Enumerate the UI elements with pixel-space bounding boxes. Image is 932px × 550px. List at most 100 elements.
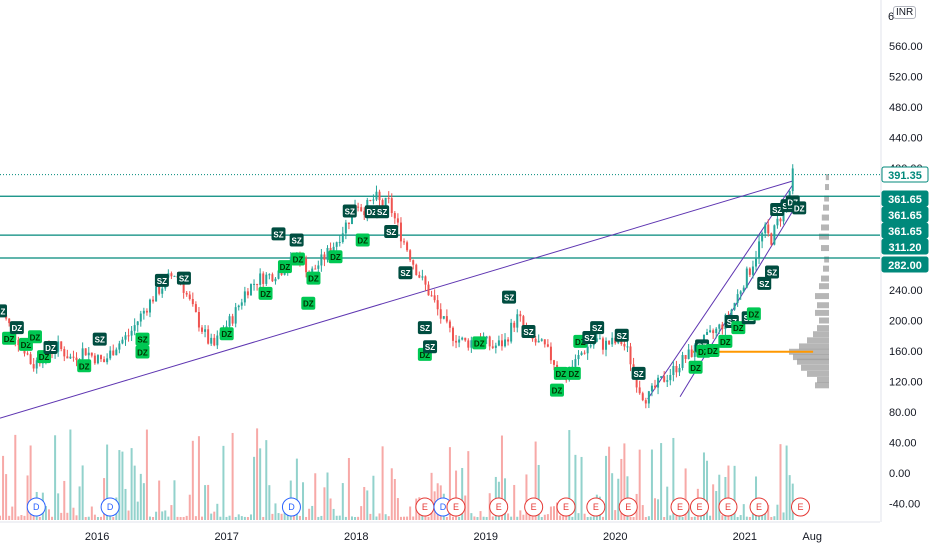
candle-body xyxy=(240,302,243,306)
earnings-event-label: E xyxy=(797,502,803,512)
volume-bar xyxy=(142,483,145,520)
volume-bar xyxy=(259,448,262,520)
volume-bar xyxy=(302,482,305,520)
candle-body xyxy=(776,218,779,226)
volume-bar xyxy=(320,515,323,520)
earnings-event-circle[interactable] xyxy=(670,497,690,517)
zone-marker-box xyxy=(688,360,703,374)
volume-bar xyxy=(366,490,369,520)
candle-body xyxy=(433,295,436,301)
volume-bar xyxy=(246,517,249,520)
volume-bar xyxy=(231,432,234,520)
candle-body xyxy=(442,316,445,319)
candle-body xyxy=(60,341,63,350)
earnings-event-circle[interactable] xyxy=(791,497,811,517)
dividend-event-circle[interactable] xyxy=(281,497,301,517)
zone-marker-label: DZ xyxy=(330,253,341,262)
earnings-event-circle[interactable] xyxy=(689,497,709,517)
earnings-event-circle[interactable] xyxy=(446,497,466,517)
volume-bar xyxy=(194,516,197,520)
earnings-event-circle[interactable] xyxy=(556,497,576,517)
dividend-event-circle[interactable] xyxy=(26,497,46,517)
volume-bar xyxy=(213,511,216,520)
zone-marker-box xyxy=(77,359,92,373)
candle-body xyxy=(623,343,626,347)
candle-body xyxy=(403,241,406,243)
price-tag-label: 361.65 xyxy=(888,210,922,222)
earnings-event-circle[interactable] xyxy=(618,497,638,517)
earnings-event-circle[interactable] xyxy=(489,497,509,517)
candle-body xyxy=(764,224,767,234)
price-tag-label: 282.00 xyxy=(888,260,922,272)
volume-bar xyxy=(390,468,393,520)
volume-bar xyxy=(519,510,522,520)
earnings-event-circle[interactable] xyxy=(586,497,606,517)
zone-marker-label: SZ xyxy=(772,206,782,215)
volume-bar xyxy=(733,465,736,520)
volume-bar xyxy=(2,455,5,520)
candle-body xyxy=(430,295,433,297)
volume-bar xyxy=(222,445,225,520)
candle-body xyxy=(507,339,510,342)
candle-body xyxy=(577,355,580,360)
trendline[interactable] xyxy=(0,180,793,419)
candle-body xyxy=(788,191,791,200)
volume-bar xyxy=(323,487,326,520)
volume-bar xyxy=(106,444,109,520)
candle-body xyxy=(124,335,127,340)
zone-marker-box xyxy=(502,290,517,304)
volume-bar xyxy=(736,516,739,520)
candle-body xyxy=(277,270,280,279)
earnings-event-label: E xyxy=(677,502,683,512)
zone-marker-box xyxy=(375,205,390,219)
candle-body xyxy=(375,191,378,200)
earnings-event-circle[interactable] xyxy=(524,497,544,517)
zone-marker-box xyxy=(2,331,17,345)
volume-bar xyxy=(8,515,11,520)
volume-bar xyxy=(124,488,127,520)
candle-body xyxy=(155,286,158,302)
volume-profile-bar xyxy=(807,370,829,377)
volume-bar xyxy=(448,447,451,520)
candle-body xyxy=(372,199,375,201)
zone-marker-box xyxy=(582,331,597,345)
zone-marker-box xyxy=(472,336,487,350)
currency-label[interactable]: INR xyxy=(893,6,917,19)
candle-body xyxy=(415,264,418,276)
dividend-event-label: D xyxy=(107,502,114,512)
zone-marker-label: SZ xyxy=(137,336,147,345)
candle-body xyxy=(142,310,145,314)
candle-body xyxy=(641,393,644,401)
volume-bar xyxy=(66,512,69,520)
zone-marker-label: SZ xyxy=(759,280,769,289)
candle-body xyxy=(243,291,246,303)
volume-bar xyxy=(666,486,669,520)
candle-body xyxy=(684,355,687,359)
trendline[interactable] xyxy=(647,184,794,400)
earnings-event-circle[interactable] xyxy=(749,497,769,517)
volume-bar xyxy=(611,473,614,520)
candle-body xyxy=(421,276,424,278)
zone-marker-label: SZ xyxy=(633,370,643,379)
volume-profile-bar xyxy=(817,325,829,332)
earnings-event-label: E xyxy=(593,502,599,512)
zone-marker-box xyxy=(258,286,273,300)
earnings-event-circle[interactable] xyxy=(718,497,738,517)
candle-body xyxy=(748,268,751,275)
volume-bar xyxy=(534,441,537,520)
candle-body xyxy=(660,376,663,378)
candle-body xyxy=(712,330,715,334)
volume-bar xyxy=(684,468,687,520)
dividend-event-circle[interactable] xyxy=(100,497,120,517)
candle-body xyxy=(458,339,461,343)
volume-bar xyxy=(522,514,525,520)
volume-bar xyxy=(93,514,96,520)
candle-body xyxy=(369,199,372,201)
volume-bar xyxy=(577,513,580,520)
volume-bar xyxy=(23,515,26,520)
zone-marker-label: DZ xyxy=(552,387,563,396)
candle-body xyxy=(326,247,329,260)
